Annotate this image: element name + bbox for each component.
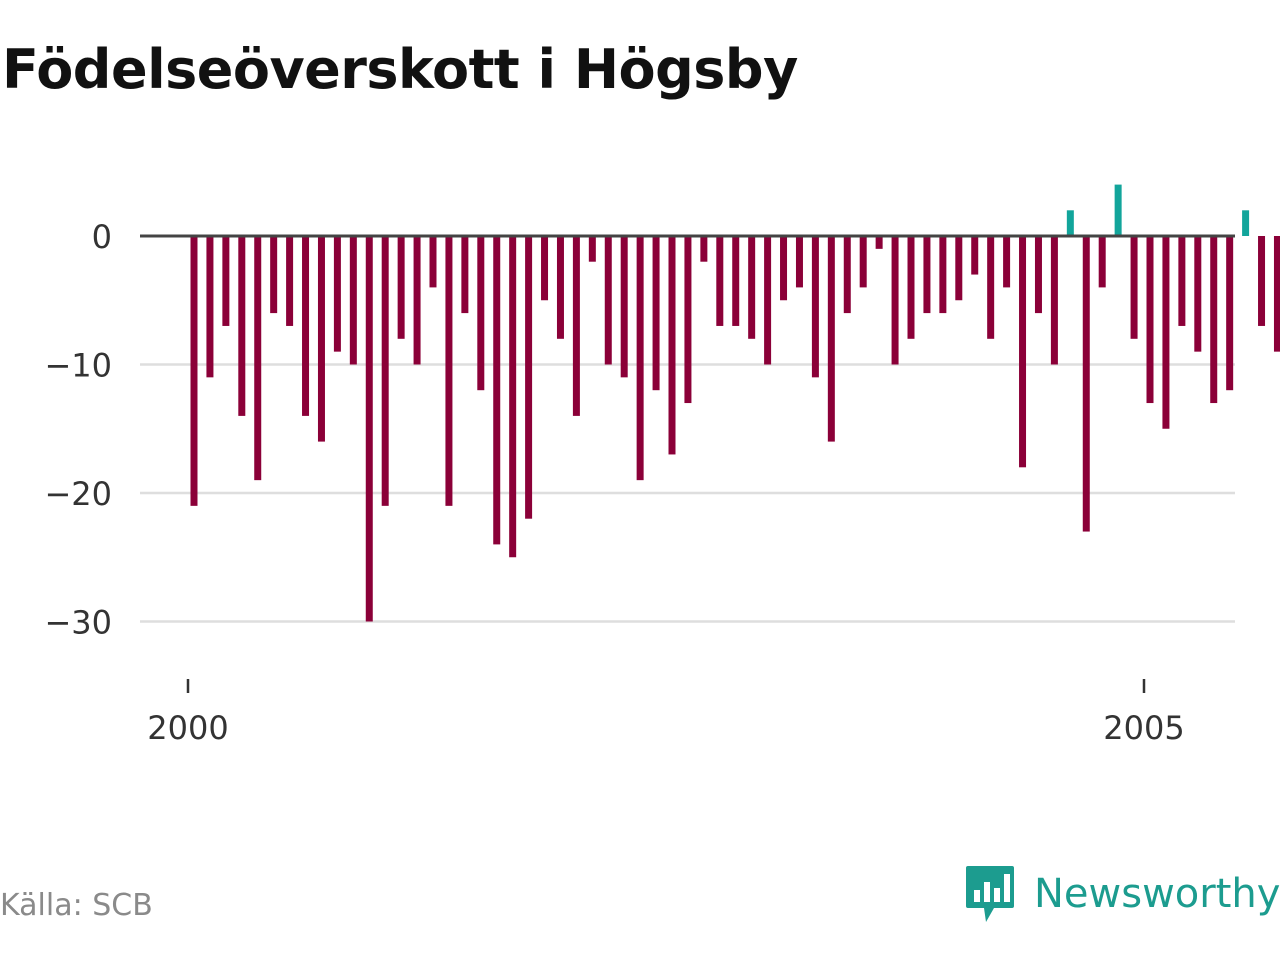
bar bbox=[1130, 236, 1138, 339]
x-axis-ticks: 200020052010201520202025 bbox=[147, 679, 1185, 747]
bar bbox=[1242, 210, 1250, 236]
bar bbox=[381, 236, 389, 506]
bar bbox=[429, 236, 437, 288]
bar bbox=[333, 236, 341, 352]
bar bbox=[1019, 236, 1027, 468]
bar bbox=[827, 236, 835, 442]
bar bbox=[811, 236, 819, 378]
bars bbox=[190, 184, 1280, 622]
bar bbox=[891, 236, 899, 365]
bar bbox=[509, 236, 517, 558]
bar bbox=[1258, 236, 1266, 326]
bar bbox=[238, 236, 246, 416]
bar bbox=[636, 236, 644, 481]
bar bbox=[843, 236, 851, 314]
bar bbox=[1050, 236, 1058, 365]
chart-title: Födelseöverskott i Högsby bbox=[2, 38, 798, 101]
bar bbox=[572, 236, 580, 416]
bar bbox=[222, 236, 230, 326]
bar bbox=[206, 236, 214, 378]
bar bbox=[493, 236, 501, 545]
bar bbox=[987, 236, 995, 339]
bar bbox=[1178, 236, 1186, 326]
bar bbox=[620, 236, 628, 378]
bar bbox=[190, 236, 198, 506]
y-axis-ticks: 0 −10 −20 −30 bbox=[44, 218, 112, 642]
bar bbox=[875, 236, 883, 249]
bar bbox=[955, 236, 963, 301]
bar bbox=[668, 236, 676, 455]
bar bbox=[445, 236, 453, 506]
brand[interactable]: Newsworthy bbox=[964, 864, 1280, 924]
source-label: Källa: SCB bbox=[0, 888, 153, 923]
bar bbox=[317, 236, 325, 442]
bar bbox=[541, 236, 549, 301]
bar bbox=[1226, 236, 1234, 391]
bar bbox=[365, 236, 373, 622]
bar bbox=[254, 236, 262, 481]
bar bbox=[270, 236, 278, 314]
bar bbox=[604, 236, 612, 365]
bar bbox=[1273, 236, 1280, 352]
y-tick-label: −20 bbox=[44, 475, 112, 513]
bar bbox=[1082, 236, 1090, 532]
y-tick-label: −10 bbox=[44, 347, 112, 385]
bar bbox=[302, 236, 310, 416]
bar bbox=[1146, 236, 1154, 404]
bar bbox=[1162, 236, 1170, 429]
bar bbox=[780, 236, 788, 301]
bar bbox=[939, 236, 947, 314]
bar bbox=[1194, 236, 1202, 352]
bar bbox=[700, 236, 708, 262]
bar bbox=[684, 236, 692, 404]
bar bbox=[859, 236, 867, 288]
bar bbox=[764, 236, 772, 365]
bar bbox=[397, 236, 405, 339]
y-tick-label: 0 bbox=[92, 218, 112, 256]
bar bbox=[748, 236, 756, 339]
bar bbox=[413, 236, 421, 365]
newsworthy-logo-icon bbox=[966, 866, 1014, 922]
bar bbox=[286, 236, 294, 326]
bar bbox=[716, 236, 724, 326]
bar bbox=[1003, 236, 1011, 288]
bar bbox=[732, 236, 740, 326]
bar bbox=[1098, 236, 1106, 288]
bar bbox=[477, 236, 485, 391]
bar bbox=[349, 236, 357, 365]
bar bbox=[588, 236, 596, 262]
bar bbox=[461, 236, 469, 314]
brand-name: Newsworthy bbox=[1034, 871, 1280, 917]
bar bbox=[1114, 184, 1122, 236]
bar bbox=[652, 236, 660, 391]
bar bbox=[556, 236, 564, 339]
bar bbox=[907, 236, 915, 339]
bar bbox=[795, 236, 803, 288]
x-tick-label: 2000 bbox=[147, 709, 228, 747]
bar bbox=[923, 236, 931, 314]
bar bbox=[1066, 210, 1074, 236]
bar bbox=[971, 236, 979, 275]
y-tick-label: −30 bbox=[44, 604, 112, 642]
bar bbox=[525, 236, 533, 519]
bar bbox=[1210, 236, 1218, 404]
x-tick-label: 2005 bbox=[1103, 709, 1184, 747]
bar bbox=[1034, 236, 1042, 314]
